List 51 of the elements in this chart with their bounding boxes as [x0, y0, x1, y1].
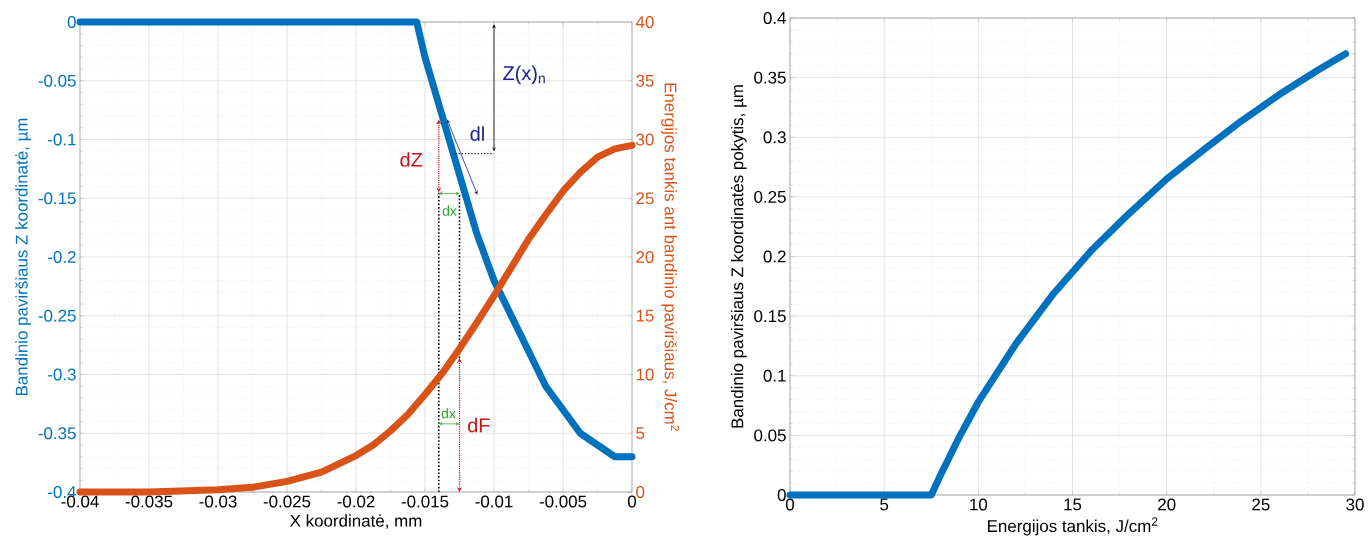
annotation: dl: [470, 126, 484, 141]
x-tick-label: 15: [1064, 498, 1082, 511]
y-axis-title: Bandinio paviršiaus Z koordinatė, µm: [15, 118, 32, 396]
y-tick-label: -0.25: [38, 309, 76, 322]
y-tick-label: -0.2: [48, 251, 76, 263]
x-tick-label: -0.03: [199, 495, 237, 508]
y-tick-label: -0.1: [48, 133, 76, 146]
y2-tick-label: 10: [636, 368, 654, 381]
y-tick-label: 0.3: [763, 131, 786, 144]
y-axis-title: Bandinio paviršiaus Z koordinatės pokytis, µm: [730, 85, 747, 428]
y-tick-label: -0.35: [38, 427, 76, 440]
y2-tick-label: 35: [636, 74, 654, 87]
y2-tick-label: 5: [636, 427, 645, 440]
x-tick-label: -0.015: [401, 495, 449, 508]
x-tick-label: -0.01: [475, 495, 513, 508]
y-tick-label: 0.35: [754, 71, 786, 84]
y-tick-label: 0: [67, 16, 76, 28]
y-tick-label: 0.2: [763, 250, 786, 263]
y2-tick-label: 15: [636, 309, 654, 322]
y2-tick-label: 30: [636, 133, 654, 146]
y2-axis-title: Energijos tankis ant bandinio paviršiaus, J/cm$^{2}$: [661, 83, 680, 431]
x-axis-title: Energijos tankis, J/cm$^{2}$: [988, 517, 1158, 536]
annotation: dZ: [400, 152, 423, 167]
x-tick-label: 0: [785, 498, 795, 511]
annotation: dx: [441, 408, 456, 419]
x-tick-label: -0.035: [125, 495, 173, 508]
x-tick-label: 30: [1346, 498, 1364, 511]
y2-tick-label: 20: [636, 251, 654, 263]
y-tick-label: 0.1: [763, 369, 786, 382]
x-tick-label: -0.02: [337, 495, 375, 508]
y-tick-label: -0.05: [38, 74, 76, 87]
x-axis-title: X koordinatė, mm: [290, 514, 422, 529]
y2-tick-label: 25: [636, 192, 654, 205]
x-tick-label: 5: [880, 498, 889, 511]
annotation: dF: [468, 417, 490, 433]
y-tick-label: 0.25: [754, 190, 786, 203]
annotation: Z(x)$_{n}$: [503, 65, 545, 85]
annotation: dx: [442, 205, 457, 216]
y2-tick-label: 0: [636, 486, 645, 498]
y-tick-label: -0.15: [38, 192, 76, 205]
x-tick-label: 0: [627, 495, 637, 508]
y-tick-label: 0.4: [763, 12, 786, 24]
x-tick-label: 10: [970, 498, 988, 511]
y2-tick-label: 40: [635, 16, 654, 28]
x-tick-label: -0.005: [539, 495, 587, 508]
y-tick-label: -0.3: [48, 368, 76, 381]
x-tick-label: 25: [1252, 498, 1270, 511]
x-tick-label: 20: [1158, 498, 1176, 511]
y-tick-label: 0.15: [754, 310, 786, 323]
y-tick-label: 0.05: [754, 429, 786, 442]
x-tick-label: -0.025: [263, 495, 311, 508]
